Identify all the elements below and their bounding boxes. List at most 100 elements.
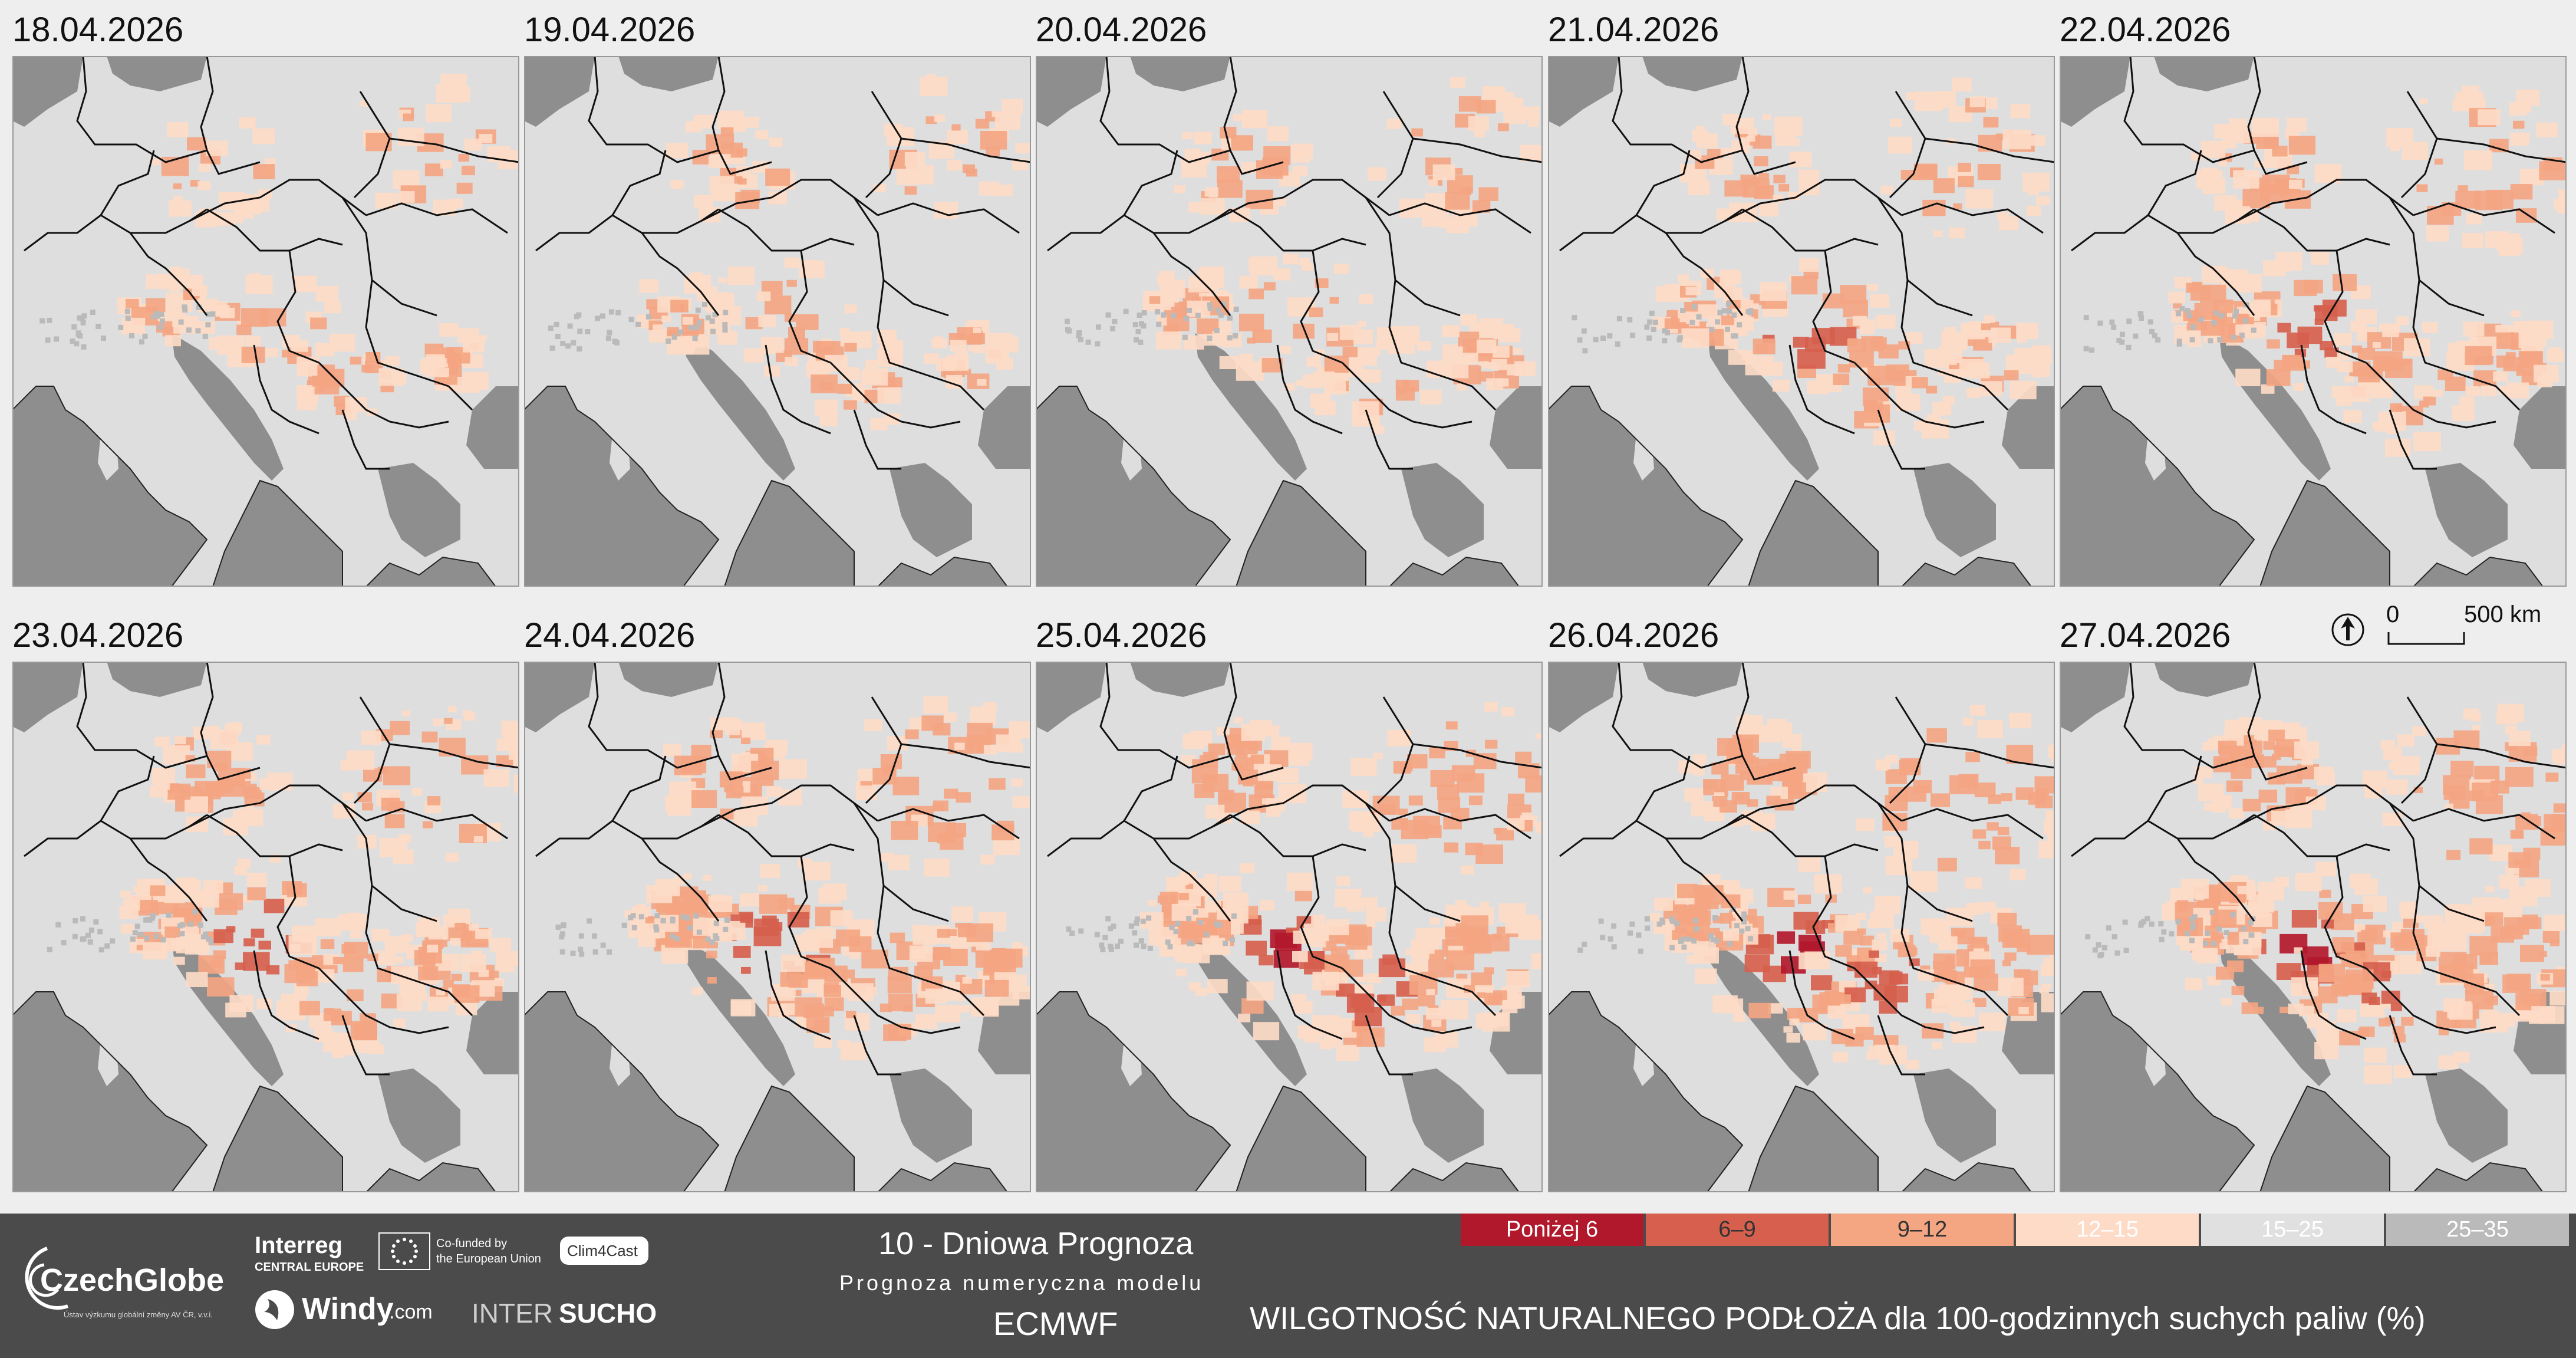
moisture-cell bbox=[1988, 327, 2011, 343]
moisture-cell bbox=[469, 923, 479, 931]
moisture-cell bbox=[243, 938, 255, 946]
moisture-cell bbox=[2393, 1065, 2412, 1078]
moisture-cell bbox=[210, 311, 216, 317]
moisture-cell bbox=[1442, 344, 1467, 361]
moisture-cell bbox=[1654, 897, 1673, 911]
moisture-cell bbox=[1636, 932, 1642, 938]
moisture-cell bbox=[578, 933, 584, 939]
moisture-cell bbox=[315, 918, 341, 936]
moisture-cell bbox=[950, 340, 967, 352]
moisture-cell bbox=[664, 884, 677, 894]
moisture-cell bbox=[691, 790, 717, 808]
moisture-cell bbox=[1426, 989, 1435, 995]
moisture-cell bbox=[2344, 376, 2354, 383]
moisture-cell bbox=[1478, 187, 1498, 201]
moisture-cell bbox=[1429, 918, 1440, 925]
moisture-cell bbox=[2123, 948, 2129, 953]
moisture-cell bbox=[448, 908, 471, 925]
moisture-cell bbox=[1942, 396, 1955, 405]
moisture-cell bbox=[1477, 339, 1497, 354]
moisture-cell bbox=[462, 166, 475, 176]
moisture-cell bbox=[2233, 170, 2259, 189]
moisture-cell bbox=[202, 333, 208, 339]
moisture-cell bbox=[1753, 813, 1775, 830]
moisture-cell bbox=[1869, 950, 1879, 958]
moisture-cell bbox=[1926, 386, 1938, 394]
moisture-cell bbox=[2232, 313, 2238, 319]
moisture-cell bbox=[142, 333, 148, 339]
moisture-cell bbox=[245, 336, 261, 346]
moisture-cell bbox=[1396, 387, 1406, 395]
moisture-cell bbox=[256, 735, 271, 745]
country-border bbox=[2146, 755, 2255, 840]
moisture-cell bbox=[592, 949, 598, 955]
moisture-cell bbox=[1933, 178, 1955, 193]
island bbox=[98, 1036, 118, 1086]
moisture-cell bbox=[110, 938, 116, 944]
moisture-cell bbox=[1102, 935, 1108, 941]
moisture-cell bbox=[1879, 1001, 1898, 1014]
moisture-cell bbox=[1811, 975, 1833, 991]
island bbox=[98, 430, 118, 481]
moisture-cell bbox=[1214, 921, 1220, 927]
moisture-cell bbox=[1076, 330, 1082, 336]
moisture-cell bbox=[963, 369, 971, 375]
moisture-cell bbox=[1649, 310, 1655, 316]
moisture-cell bbox=[1885, 856, 1913, 876]
moisture-cell bbox=[1240, 810, 1260, 824]
moisture-cell bbox=[1259, 955, 1274, 966]
moisture-cell bbox=[2390, 144, 2400, 152]
moisture-cell bbox=[80, 320, 86, 325]
moisture-cell bbox=[293, 275, 317, 292]
sea-area bbox=[1642, 56, 1742, 91]
moisture-cell bbox=[1938, 857, 1957, 872]
moisture-cell bbox=[1835, 915, 1860, 933]
moisture-cell bbox=[192, 285, 207, 296]
moisture-cell bbox=[129, 333, 134, 338]
moisture-cell bbox=[1693, 918, 1698, 923]
moisture-cell bbox=[1132, 930, 1138, 936]
map-panel: 23.04.2026 bbox=[12, 616, 519, 1192]
moisture-cell bbox=[2506, 974, 2531, 991]
sea-area bbox=[378, 1068, 460, 1163]
forecast-map bbox=[12, 56, 519, 587]
moisture-cell bbox=[1797, 895, 1811, 904]
sea-area bbox=[618, 662, 719, 697]
moisture-cell bbox=[2459, 398, 2468, 405]
moisture-cell bbox=[1189, 941, 1195, 946]
sea-area bbox=[1548, 1004, 1725, 1192]
moisture-cell bbox=[1915, 91, 1943, 111]
moisture-cell bbox=[1350, 993, 1371, 1008]
moisture-cell bbox=[2427, 929, 2454, 948]
moisture-cell bbox=[1942, 987, 1954, 995]
moisture-cell bbox=[402, 710, 411, 716]
north-arrow-icon bbox=[2331, 613, 2364, 646]
country-border bbox=[718, 208, 855, 252]
moisture-cell bbox=[1156, 321, 1162, 327]
country-border bbox=[641, 838, 720, 922]
map-date-label: 18.04.2026 bbox=[12, 11, 184, 49]
moisture-cell bbox=[881, 852, 895, 862]
moisture-cell bbox=[2176, 900, 2189, 909]
moisture-cell bbox=[2508, 852, 2531, 868]
moisture-cell bbox=[1668, 326, 1678, 334]
moisture-cell bbox=[1515, 751, 1532, 764]
moisture-cell bbox=[2243, 939, 2249, 945]
moisture-cell bbox=[648, 328, 668, 343]
moisture-cell bbox=[1527, 119, 1539, 127]
moisture-cell bbox=[342, 793, 354, 801]
country-border bbox=[1889, 696, 1926, 804]
moisture-cell bbox=[2169, 931, 2175, 937]
country-border bbox=[711, 56, 726, 151]
moisture-cell bbox=[1387, 729, 1411, 747]
moisture-cell bbox=[1367, 167, 1386, 181]
moisture-cell bbox=[1069, 930, 1075, 936]
moisture-cell bbox=[663, 744, 682, 757]
country-border bbox=[1223, 56, 1237, 151]
moisture-cell bbox=[1535, 733, 1543, 739]
moisture-cell bbox=[2413, 432, 2441, 452]
legend-item: 12–15 bbox=[2016, 1214, 2199, 1246]
sea-area bbox=[172, 333, 284, 481]
moisture-cell bbox=[1678, 912, 1692, 922]
moisture-cell bbox=[350, 356, 362, 365]
